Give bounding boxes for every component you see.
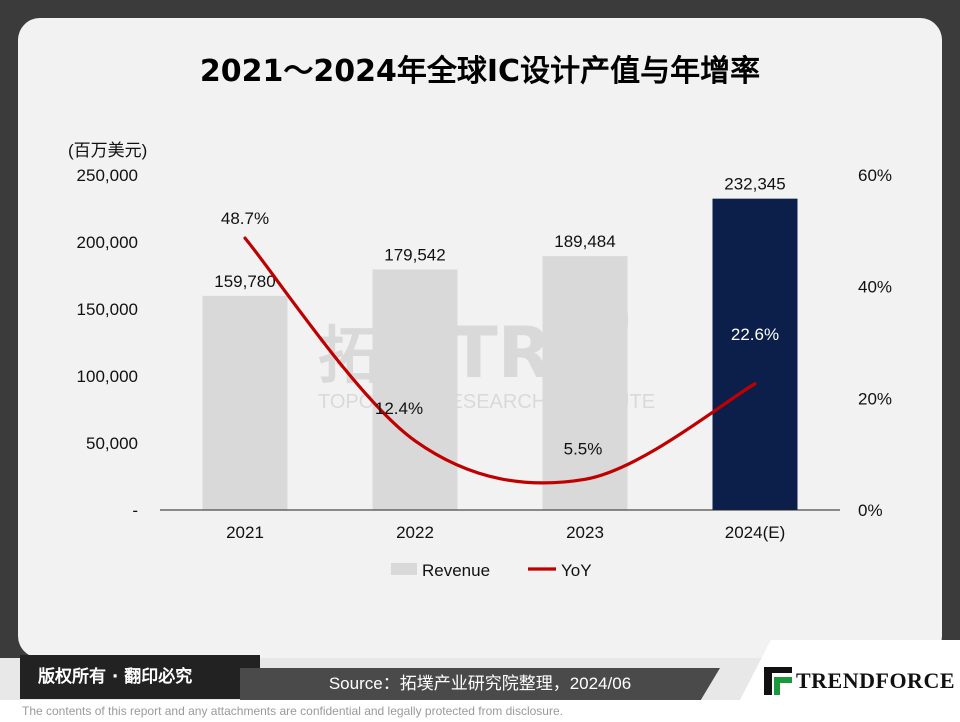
bar-2024(E) — [712, 198, 798, 510]
x-tick-label: 2021 — [226, 523, 264, 542]
bar-2023 — [542, 256, 628, 510]
x-tick-label: 2024(E) — [725, 523, 785, 542]
yoy-value-label: 48.7% — [221, 209, 269, 228]
y-tick-label: 50,000 — [86, 434, 138, 453]
y-tick-label: 200,000 — [77, 233, 138, 252]
y-tick-label: - — [132, 501, 138, 520]
y-tick-label: 100,000 — [77, 367, 138, 386]
bar-value-label: 189,484 — [554, 232, 615, 251]
y2-tick-label: 0% — [858, 501, 883, 520]
y-axis-title: (百万美元) — [68, 141, 147, 160]
disclaimer: The contents of this report and any atta… — [0, 700, 960, 720]
x-tick-label: 2023 — [566, 523, 604, 542]
source-label: Source：拓墣产业研究院整理，2024/06 — [240, 668, 720, 700]
y2-tick-label: 40% — [858, 278, 892, 297]
yoy-value-label: 22.6% — [731, 325, 779, 344]
y2-tick-label: 60% — [858, 166, 892, 185]
yoy-value-label: 12.4% — [375, 399, 423, 418]
bar-2022 — [372, 269, 458, 510]
brand-name: TRENDFORCE — [796, 668, 956, 693]
yoy-value-label: 5.5% — [564, 439, 603, 458]
trendforce-logo-icon — [764, 667, 792, 695]
legend-revenue-swatch — [391, 563, 417, 575]
x-tick-label: 2022 — [396, 523, 434, 542]
y-tick-label: 250,000 — [77, 166, 138, 185]
bar-value-label: 179,542 — [384, 245, 445, 264]
copyright-label: 版权所有 · 翻印必究 — [20, 655, 260, 699]
bar-value-label: 232,345 — [724, 175, 785, 194]
bar-value-label: 159,780 — [214, 272, 275, 291]
y-tick-label: 150,000 — [77, 300, 138, 319]
y2-tick-label: 20% — [858, 389, 892, 408]
legend-yoy-label: YoY — [561, 561, 592, 580]
chart-title: 2021～2024年全球IC设计产值与年增率 — [199, 54, 761, 89]
legend-revenue-label: Revenue — [422, 561, 490, 580]
yoy-line — [243, 236, 757, 485]
bar-2021 — [202, 295, 288, 510]
